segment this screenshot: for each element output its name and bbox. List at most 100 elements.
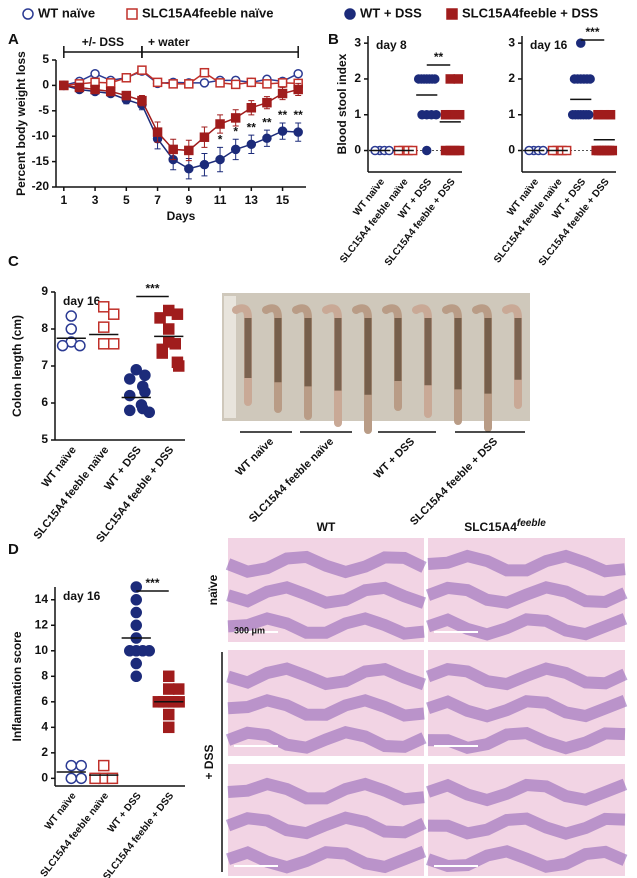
data-point bbox=[593, 109, 603, 120]
data-point bbox=[184, 163, 194, 174]
legend-marker bbox=[126, 8, 138, 20]
data-point bbox=[130, 657, 142, 670]
tissue-band bbox=[226, 845, 427, 874]
tissue-band bbox=[225, 550, 427, 579]
y-tick-label: 4 bbox=[41, 719, 48, 733]
tissue-band bbox=[227, 694, 425, 722]
data-point bbox=[130, 606, 142, 619]
legend-label: WT + DSS bbox=[360, 5, 422, 20]
data-point bbox=[277, 126, 288, 136]
significance: ** bbox=[294, 108, 304, 122]
data-point bbox=[98, 338, 110, 350]
data-point bbox=[108, 338, 120, 350]
data-point bbox=[137, 65, 147, 75]
series-line bbox=[63, 84, 299, 170]
data-point bbox=[215, 78, 225, 88]
row-label: naïve bbox=[206, 574, 220, 605]
data-point bbox=[168, 144, 178, 155]
significance: ** bbox=[262, 115, 272, 129]
significance: ** bbox=[247, 120, 257, 134]
y-axis-label: Colon length (cm) bbox=[10, 315, 24, 417]
legend-marker bbox=[446, 8, 458, 20]
data-point bbox=[163, 708, 175, 721]
tissue-band bbox=[425, 581, 628, 609]
tissue-band bbox=[426, 613, 628, 641]
y-tick-label: 1 bbox=[508, 107, 515, 121]
scale-bar-label: 300 μm bbox=[234, 625, 265, 635]
panel-letter: A bbox=[8, 31, 19, 48]
row-label: + DSS bbox=[202, 744, 216, 779]
data-point bbox=[440, 109, 451, 120]
data-point bbox=[139, 369, 151, 381]
data-point bbox=[65, 323, 77, 335]
data-point bbox=[108, 308, 120, 320]
series-line bbox=[63, 84, 299, 152]
legend-marker bbox=[22, 8, 34, 20]
data-point bbox=[75, 759, 87, 772]
group-label: WT + DSS bbox=[372, 436, 417, 481]
significance: *** bbox=[145, 576, 159, 590]
y-tick-label: 8 bbox=[41, 668, 48, 682]
data-point bbox=[184, 145, 194, 156]
y-tick-label: -10 bbox=[32, 128, 50, 142]
data-point bbox=[277, 88, 288, 99]
data-point bbox=[168, 79, 178, 89]
group-label: WT naïve bbox=[234, 436, 277, 479]
x-axis-label: Days bbox=[167, 209, 196, 223]
x-tick-label: 9 bbox=[185, 193, 192, 207]
data-point bbox=[156, 347, 168, 359]
x-tick-label: 13 bbox=[245, 193, 259, 207]
legend-label: WT naïve bbox=[38, 5, 95, 20]
colon bbox=[472, 304, 492, 432]
y-axis-label: Percent body weight loss bbox=[14, 51, 28, 196]
column-label: WT bbox=[317, 520, 336, 534]
data-point bbox=[137, 95, 147, 106]
y-tick-label: 6 bbox=[41, 395, 48, 409]
data-point bbox=[262, 79, 272, 89]
data-point bbox=[173, 360, 185, 372]
data-point bbox=[124, 373, 136, 385]
data-point bbox=[422, 145, 432, 156]
data-point bbox=[65, 772, 77, 785]
data-point bbox=[139, 386, 151, 398]
y-tick-label: 14 bbox=[35, 592, 49, 606]
colon bbox=[352, 304, 372, 434]
y-tick-label: 0 bbox=[508, 143, 515, 157]
data-point bbox=[605, 109, 616, 120]
data-point bbox=[246, 103, 257, 113]
tissue-band bbox=[227, 612, 425, 640]
data-point bbox=[98, 321, 110, 333]
data-point bbox=[98, 759, 110, 772]
y-tick-label: 3 bbox=[354, 35, 361, 49]
y-tick-label: 6 bbox=[41, 694, 48, 708]
data-point bbox=[152, 77, 163, 88]
y-tick-label: -20 bbox=[32, 179, 50, 193]
column-label-superscript: feeble bbox=[517, 518, 546, 529]
tissue-band bbox=[427, 549, 626, 578]
data-point bbox=[74, 82, 85, 93]
data-point bbox=[417, 109, 427, 120]
y-tick-label: 1 bbox=[354, 107, 361, 121]
data-point bbox=[413, 74, 424, 84]
y-tick-label: 12 bbox=[35, 617, 49, 631]
panel-letter: B bbox=[328, 31, 339, 48]
data-point bbox=[585, 74, 595, 84]
data-point bbox=[90, 84, 100, 95]
data-point bbox=[65, 310, 77, 322]
data-point bbox=[163, 683, 175, 695]
data-point bbox=[230, 79, 241, 90]
data-point bbox=[591, 145, 601, 156]
data-point bbox=[89, 772, 101, 785]
x-tick-label: 7 bbox=[154, 193, 161, 207]
data-point bbox=[607, 145, 618, 156]
y-axis-label: Inflammation score bbox=[10, 631, 24, 741]
tissue-band bbox=[226, 662, 426, 691]
x-tick-label: SLC15A4 feeble naïve bbox=[39, 790, 112, 878]
tissue-band bbox=[225, 726, 427, 754]
data-point bbox=[567, 109, 578, 120]
data-point bbox=[65, 759, 77, 772]
data-point bbox=[124, 404, 136, 417]
y-tick-label: -15 bbox=[32, 154, 50, 168]
data-point bbox=[98, 301, 110, 313]
data-point bbox=[74, 339, 86, 352]
